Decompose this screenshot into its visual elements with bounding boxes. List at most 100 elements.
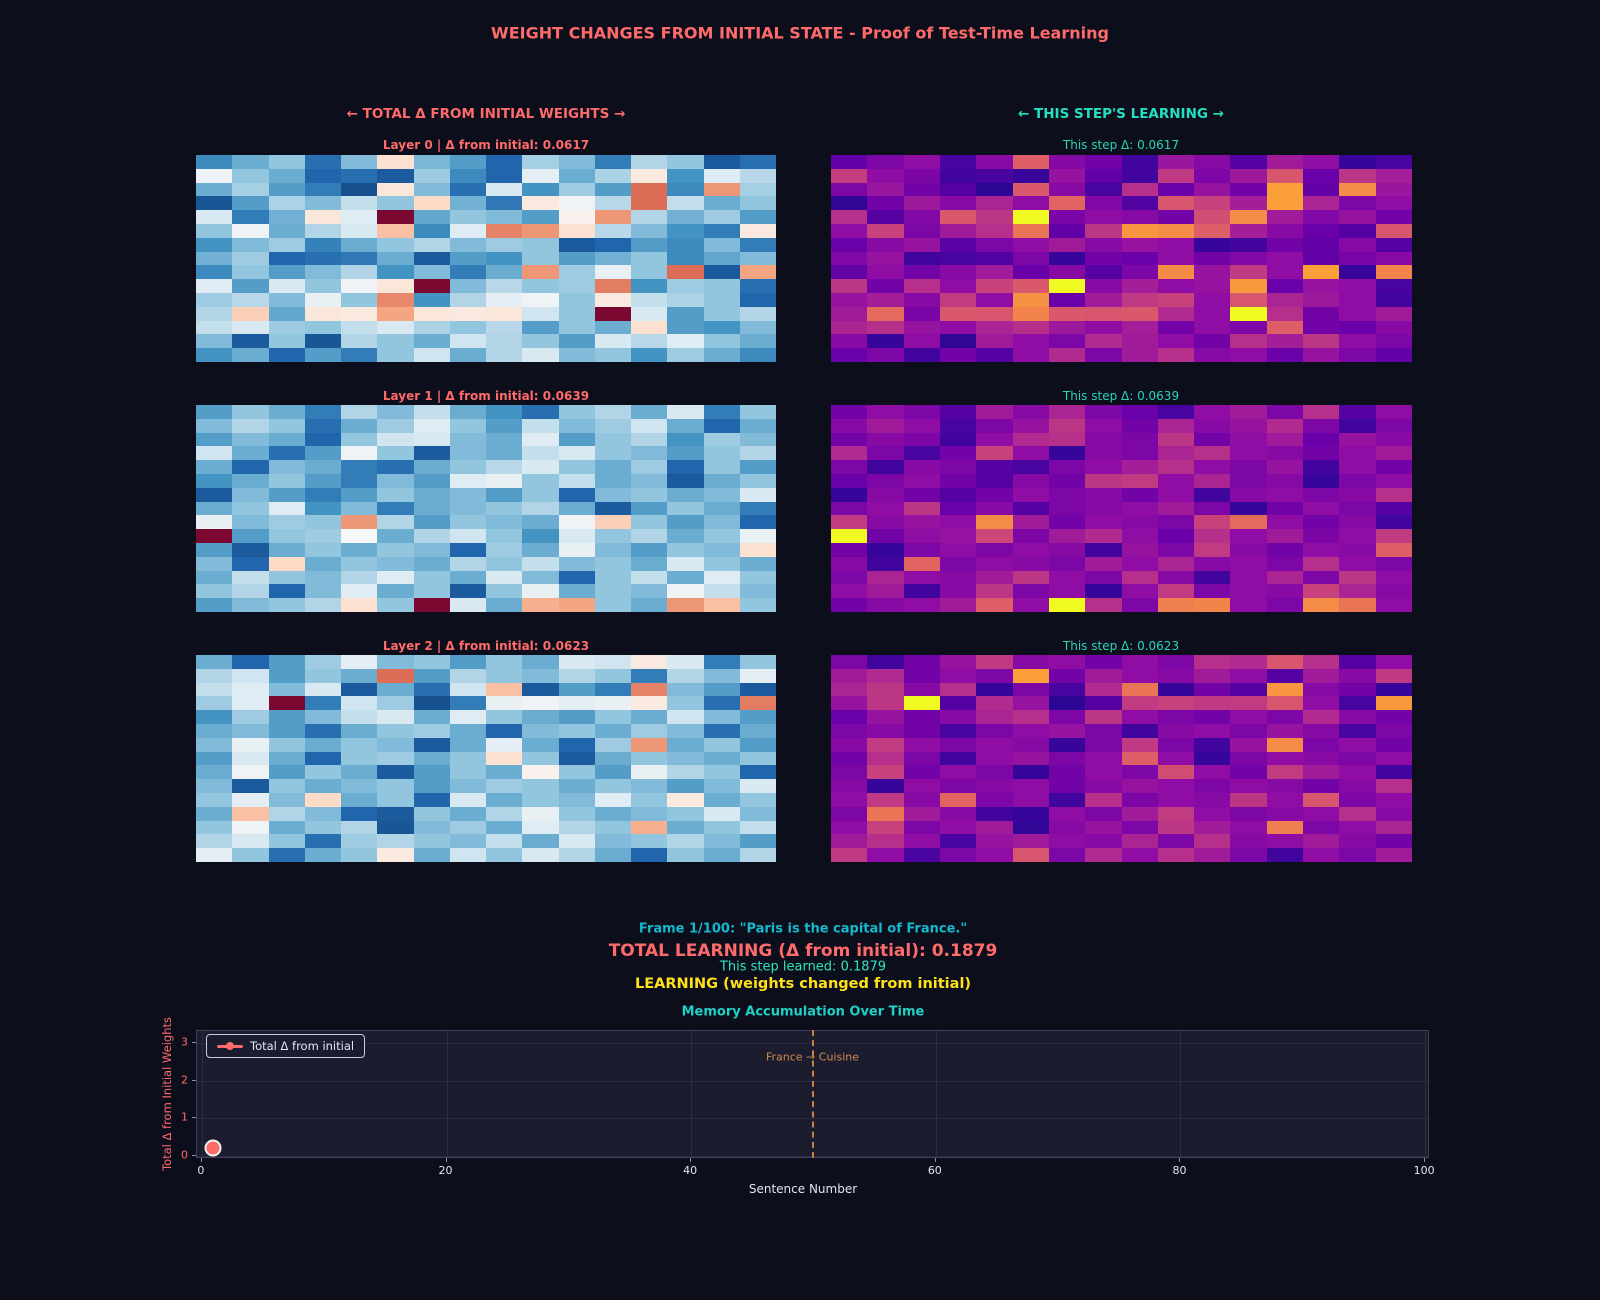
- heatmap-cell: [341, 529, 378, 543]
- heatmap-cell: [413, 251, 450, 266]
- heatmap-cell: [939, 487, 977, 502]
- heatmap-cell: [1303, 751, 1340, 766]
- heatmap-cell: [196, 460, 233, 474]
- heatmap-cell: [449, 279, 486, 293]
- heatmap-cell: [1085, 210, 1122, 224]
- heatmap-cell: [304, 765, 341, 780]
- heatmap-cell: [667, 487, 704, 502]
- heatmap-cell: [739, 474, 776, 488]
- x-tick-mark: [1179, 1158, 1181, 1162]
- heatmap-cell: [449, 168, 486, 183]
- heatmap-cell: [1194, 432, 1231, 447]
- heatmap-cell: [558, 446, 595, 461]
- heatmap-cell: [631, 737, 668, 752]
- heatmap-cell: [268, 848, 305, 862]
- x-tick-label: 40: [683, 1164, 698, 1177]
- heatmap-cell: [739, 196, 776, 211]
- heatmap-cell: [703, 848, 740, 862]
- heatmap-cell: [1303, 446, 1340, 461]
- heatmap-cell: [558, 737, 595, 752]
- heatmap-cell: [1048, 584, 1086, 599]
- heatmap-cell: [341, 724, 378, 738]
- chart-legend[interactable]: Total Δ from initial: [206, 1034, 366, 1058]
- heatmap-cell: [1048, 279, 1086, 293]
- heatmap-cell: [232, 405, 269, 419]
- heatmap-cell: [1303, 334, 1340, 349]
- heatmap-cell: [667, 737, 704, 752]
- heatmap-cell: [1266, 724, 1304, 738]
- heatmap-cell: [232, 696, 269, 711]
- heatmap-cell: [903, 793, 940, 807]
- heatmap-cell: [831, 418, 868, 433]
- heatmap-cell: [377, 210, 414, 224]
- heatmap-cell: [1012, 779, 1049, 793]
- heatmap-cell: [1194, 293, 1231, 307]
- heatmap-cell: [1121, 682, 1158, 697]
- heatmap-cell: [268, 682, 305, 697]
- heatmap-cell: [1266, 224, 1304, 238]
- heatmap-cell: [594, 806, 631, 821]
- heatmap-cell: [594, 848, 631, 862]
- heatmap-cell: [304, 710, 341, 724]
- heatmap-cell: [522, 224, 559, 238]
- heatmap-cell: [232, 793, 269, 807]
- heatmap-cell: [522, 543, 559, 557]
- heatmap-cell: [1157, 279, 1195, 293]
- x-tick-label: 100: [1413, 1164, 1435, 1177]
- heatmap-cell: [1266, 598, 1304, 612]
- heatmap-cell: [1121, 806, 1158, 821]
- heatmap-cell: [976, 779, 1013, 793]
- heatmap-cell: [377, 584, 414, 599]
- heatmap-cell: [449, 570, 486, 585]
- heatmap-cell: [703, 556, 740, 571]
- heatmap-cell: [739, 655, 776, 669]
- heatmap-cell: [304, 515, 341, 530]
- heatmap-cell: [1375, 543, 1412, 557]
- heatmap-cell: [903, 432, 940, 447]
- heatmap-cell: [522, 306, 559, 321]
- heatmap-cell: [739, 584, 776, 599]
- heatmap-cell: [449, 460, 486, 474]
- heatmap-cell: [1194, 405, 1231, 419]
- heatmap-cell: [631, 570, 668, 585]
- heatmap-cell: [1339, 460, 1376, 474]
- heatmap-cell: [341, 668, 378, 683]
- heatmap-cell: [739, 598, 776, 612]
- heatmap-cell: [1085, 598, 1122, 612]
- heatmap-cell: [522, 556, 559, 571]
- heatmap-cell: [703, 460, 740, 474]
- heatmap-cell: [413, 737, 450, 752]
- heatmap-cell: [232, 487, 269, 502]
- heatmap-cell: [196, 570, 233, 585]
- heatmap-cell: [667, 237, 704, 252]
- heatmap-cell: [903, 251, 940, 266]
- heatmap-cell: [594, 182, 631, 197]
- data-point-marker[interactable]: [204, 1139, 222, 1157]
- heatmap-cell: [667, 696, 704, 711]
- heatmap-cell: [486, 834, 523, 849]
- heatmap-cell: [304, 210, 341, 224]
- heatmap-cell: [1121, 570, 1158, 585]
- heatmap-cell: [867, 584, 904, 599]
- heatmap-cell: [558, 806, 595, 821]
- heatmap-cell: [1230, 570, 1267, 585]
- heatmap-cell: [1012, 474, 1049, 488]
- heatmap-cell: [939, 529, 977, 543]
- heatmap-cell: [703, 474, 740, 488]
- heatmap-cell: [976, 682, 1013, 697]
- heatmap-cell: [377, 710, 414, 724]
- heatmap-cell: [831, 834, 868, 849]
- heatmap-cell: [867, 320, 904, 335]
- heatmap-cell: [1266, 446, 1304, 461]
- heatmap-cell: [1230, 460, 1267, 474]
- heatmap-cell: [903, 806, 940, 821]
- heatmap-cell: [903, 168, 940, 183]
- heatmap-cell: [831, 598, 868, 612]
- heatmap-cell: [939, 405, 977, 419]
- heatmap-cell: [1012, 155, 1049, 169]
- heatmap-cell: [1157, 168, 1195, 183]
- heatmap-cell: [831, 570, 868, 585]
- heatmap-cell: [594, 765, 631, 780]
- heatmap-cell: [341, 710, 378, 724]
- heatmap-cell: [1012, 543, 1049, 557]
